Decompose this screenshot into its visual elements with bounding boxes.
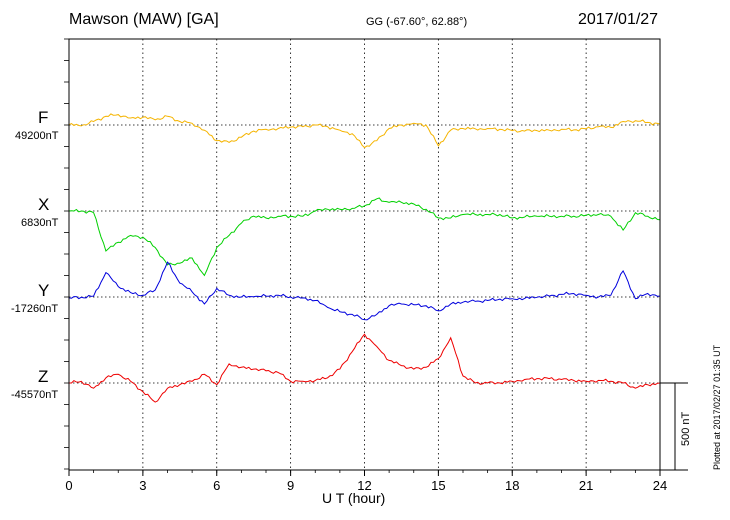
grid-lines [142, 39, 587, 470]
series-name-f: F [38, 108, 49, 127]
x-tick-label: 9 [287, 478, 294, 493]
baseline-label-y: -17260nT [11, 303, 59, 315]
x-tick-label: 3 [139, 478, 146, 493]
series-name-x: X [38, 195, 50, 214]
x-axis-ticks: 0 3 6 9 12 15 18 21 24 [64, 38, 667, 493]
series-line-x [68, 197, 661, 277]
x-tick-label: 24 [653, 478, 667, 493]
scale-bar [660, 382, 688, 471]
series-name-z: Z [38, 367, 49, 386]
x-tick-label: 12 [357, 478, 371, 493]
plot-frame [68, 38, 661, 471]
series-line-y [68, 261, 661, 321]
x-tick-label: 6 [213, 478, 220, 493]
series-line-z [69, 333, 661, 403]
x-tick-label: 0 [65, 478, 72, 493]
series-lines [68, 113, 661, 403]
geographic-coordinates: GG (-67.60°, 62.88°) [366, 16, 468, 28]
baseline-label-z: -45570nT [11, 389, 59, 401]
series-name-y: Y [38, 281, 50, 300]
baseline-lines [69, 124, 660, 384]
x-axis-label: U T (hour) [322, 490, 386, 506]
x-tick-label: 18 [505, 478, 519, 493]
station-title: Mawson (MAW) [GA] [69, 11, 219, 28]
series-line-f [68, 113, 661, 149]
date-label: 2017/01/27 [578, 11, 659, 28]
baseline-label-f: 49200nT [15, 130, 59, 142]
x-tick-label: 21 [579, 478, 593, 493]
baseline-label-x: 6830nT [21, 217, 59, 229]
x-tick-label: 15 [431, 478, 445, 493]
